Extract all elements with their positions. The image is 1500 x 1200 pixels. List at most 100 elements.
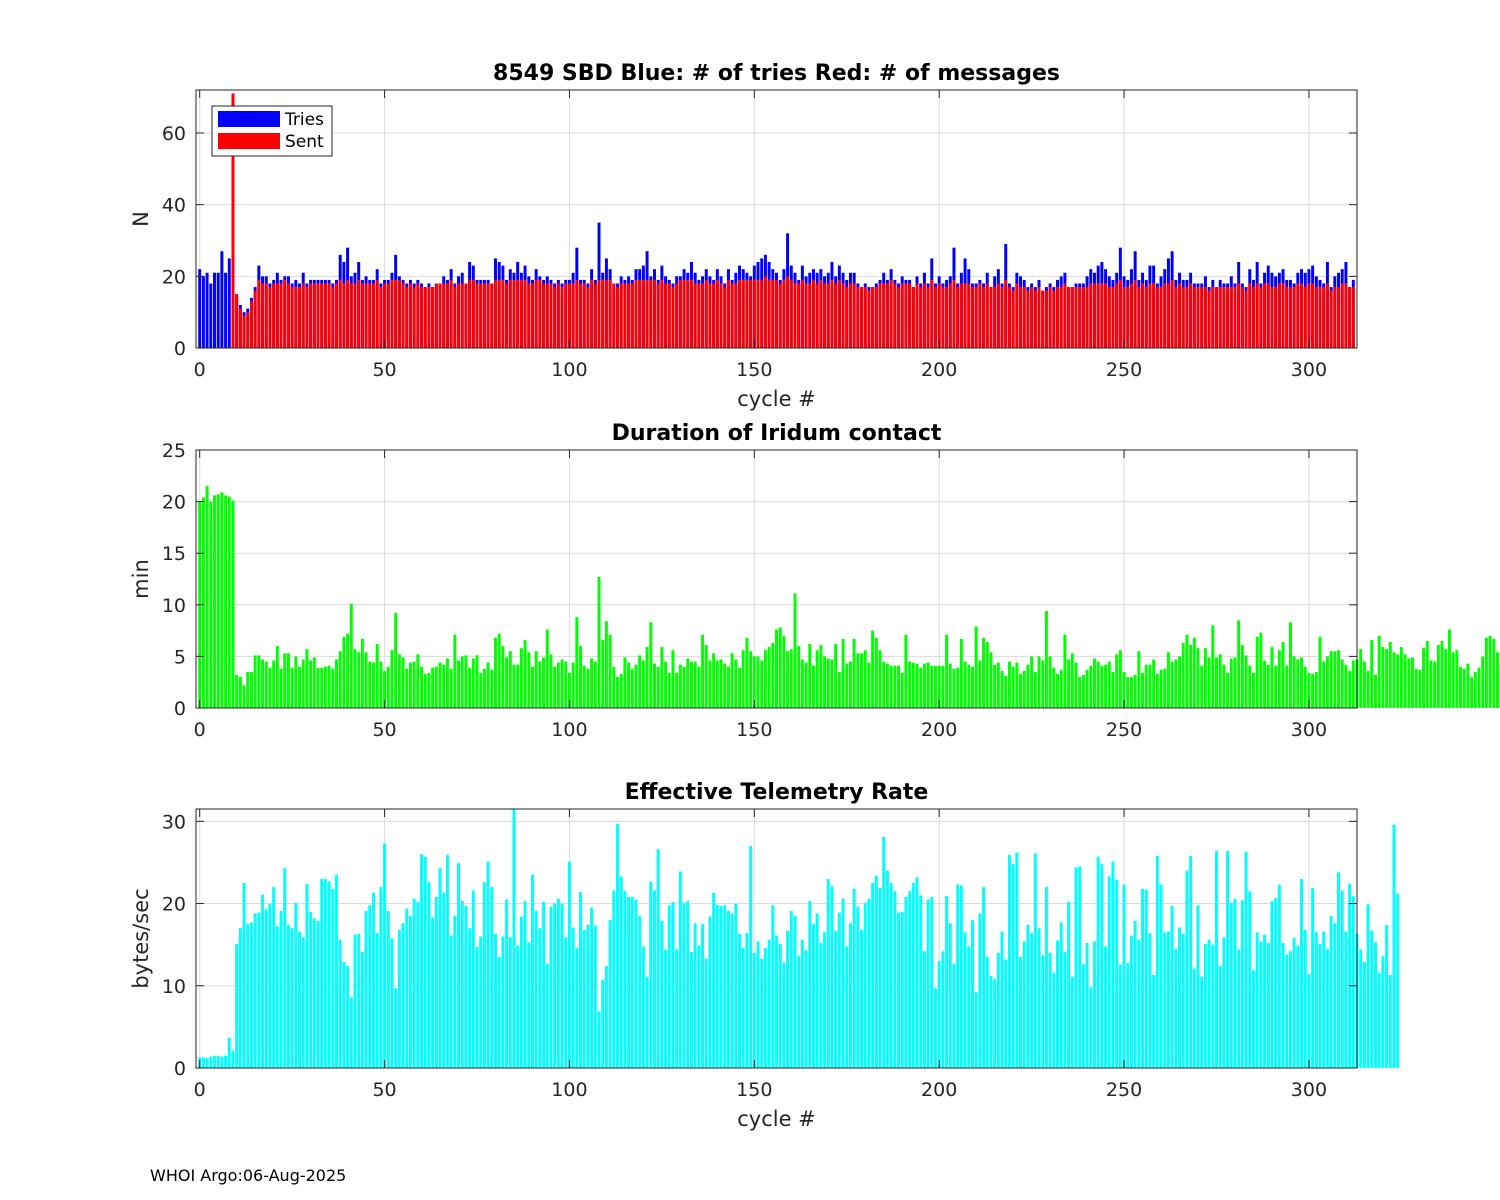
bar bbox=[497, 957, 501, 1068]
bar bbox=[386, 283, 390, 348]
bar bbox=[372, 283, 375, 348]
bar bbox=[420, 854, 424, 1068]
bar bbox=[545, 283, 549, 348]
bar bbox=[1207, 657, 1211, 708]
bar bbox=[1163, 932, 1167, 1068]
bar bbox=[1166, 283, 1170, 348]
bar bbox=[368, 905, 372, 1068]
bar bbox=[490, 669, 494, 708]
bar bbox=[416, 283, 420, 348]
bar bbox=[253, 655, 257, 708]
bar bbox=[863, 287, 867, 348]
bar bbox=[545, 629, 549, 708]
bar bbox=[734, 283, 738, 348]
bar bbox=[567, 672, 571, 708]
bar bbox=[930, 279, 934, 348]
bar bbox=[893, 283, 897, 348]
bar bbox=[786, 930, 790, 1068]
bar bbox=[1203, 287, 1207, 348]
bar bbox=[264, 909, 268, 1068]
bar bbox=[974, 992, 978, 1068]
bar bbox=[1152, 975, 1156, 1068]
bar bbox=[752, 279, 756, 348]
bar bbox=[372, 892, 375, 1068]
y-tick-label: 0 bbox=[174, 338, 186, 360]
bar bbox=[874, 637, 878, 708]
bar bbox=[1366, 670, 1370, 708]
bar bbox=[1048, 287, 1052, 348]
bar bbox=[1030, 933, 1034, 1068]
bar bbox=[604, 621, 608, 708]
bar bbox=[408, 283, 412, 348]
bar bbox=[590, 279, 594, 348]
bar bbox=[286, 283, 290, 348]
bar bbox=[749, 846, 753, 1068]
bar bbox=[460, 283, 464, 348]
bar bbox=[579, 283, 583, 348]
bar bbox=[1359, 949, 1363, 1068]
axes-box bbox=[195, 449, 1358, 709]
bar bbox=[501, 279, 505, 348]
bar bbox=[893, 665, 897, 708]
bar bbox=[1133, 279, 1137, 348]
bar bbox=[438, 868, 442, 1068]
bar bbox=[512, 664, 516, 708]
bar bbox=[1285, 954, 1289, 1068]
bar bbox=[475, 947, 479, 1068]
bar bbox=[701, 634, 705, 708]
bar bbox=[457, 660, 460, 708]
bar bbox=[1329, 290, 1333, 348]
bar bbox=[823, 932, 827, 1068]
bar bbox=[1311, 887, 1315, 1068]
bar bbox=[305, 649, 309, 708]
bar bbox=[956, 667, 960, 708]
bar bbox=[298, 666, 302, 708]
bar bbox=[357, 933, 361, 1068]
bar bbox=[538, 279, 542, 348]
bar bbox=[368, 661, 372, 708]
bar bbox=[294, 287, 298, 348]
bar bbox=[952, 279, 956, 348]
bar bbox=[349, 997, 353, 1068]
bar bbox=[1078, 287, 1082, 348]
bar bbox=[767, 939, 771, 1068]
bar bbox=[205, 272, 209, 348]
bar bbox=[771, 905, 775, 1068]
bar bbox=[545, 963, 549, 1068]
bar bbox=[1318, 287, 1322, 348]
bar bbox=[941, 951, 945, 1068]
bar bbox=[1215, 657, 1218, 708]
bar bbox=[1266, 283, 1270, 348]
bar bbox=[497, 633, 501, 708]
bar bbox=[808, 283, 812, 348]
bar bbox=[996, 283, 1000, 348]
bar bbox=[726, 910, 730, 1068]
bar bbox=[686, 658, 690, 708]
bar bbox=[468, 667, 472, 708]
bar bbox=[519, 916, 523, 1068]
bar bbox=[882, 661, 886, 708]
bar bbox=[1100, 283, 1104, 348]
bar bbox=[445, 283, 449, 348]
bar bbox=[623, 891, 627, 1068]
chart-panel-3: 0 50 100 150 200 250 300 0 10 20 30 Effective Telem… bbox=[129, 780, 1400, 1131]
bar bbox=[1070, 653, 1074, 708]
bar bbox=[641, 946, 645, 1068]
bar bbox=[730, 653, 734, 708]
bar bbox=[848, 661, 852, 708]
bar bbox=[434, 283, 438, 348]
bar bbox=[1100, 864, 1104, 1068]
bar bbox=[601, 980, 605, 1068]
bar bbox=[867, 662, 871, 708]
bar bbox=[1044, 290, 1048, 348]
bar bbox=[482, 283, 486, 348]
bar bbox=[1288, 951, 1292, 1068]
bar bbox=[778, 943, 782, 1068]
bar bbox=[1303, 929, 1307, 1068]
bar bbox=[1159, 287, 1163, 348]
bar bbox=[693, 661, 697, 708]
bar bbox=[575, 617, 579, 708]
bar bbox=[926, 287, 930, 348]
bar bbox=[934, 665, 937, 708]
bar bbox=[760, 660, 764, 708]
